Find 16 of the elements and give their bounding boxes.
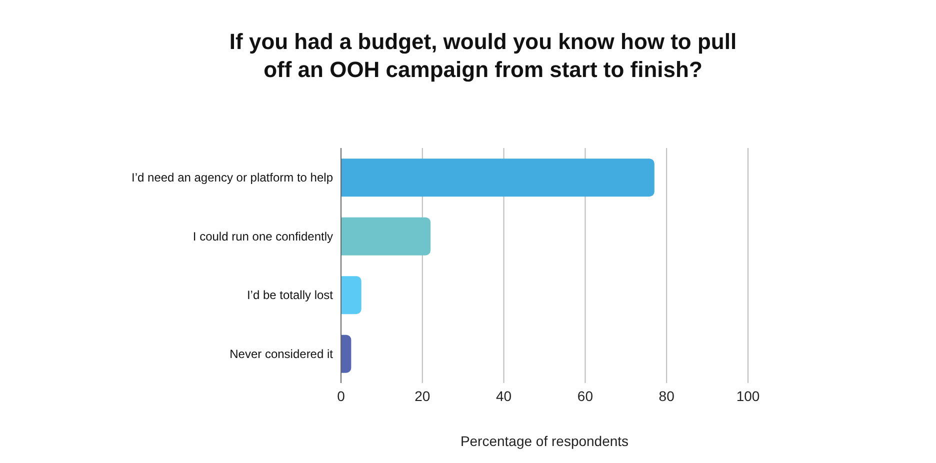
- bar: [341, 276, 362, 314]
- bar: [341, 217, 431, 256]
- y-tick-label: I’d be totally lost: [246, 288, 334, 302]
- chart-title: If you had a budget, would you know how to pull off an OOH campaign from start to finish?: [228, 28, 738, 84]
- y-tick-label: Never considered it: [230, 346, 334, 361]
- x-tick-label: 0: [337, 388, 346, 404]
- x-tick-label: 60: [577, 388, 594, 404]
- y-tick-label: I’d need an agency or platform to help: [132, 170, 334, 185]
- x-axis-title: Percentage of respondents: [460, 433, 629, 449]
- y-tick-label: I could run one confidently: [192, 229, 333, 244]
- x-tick-label: 40: [496, 388, 512, 404]
- bar: [341, 158, 654, 197]
- bar: [341, 334, 352, 373]
- x-tick-label: 80: [658, 388, 675, 404]
- x-tick-label: 20: [414, 388, 430, 404]
- x-tick-label: 100: [736, 388, 760, 404]
